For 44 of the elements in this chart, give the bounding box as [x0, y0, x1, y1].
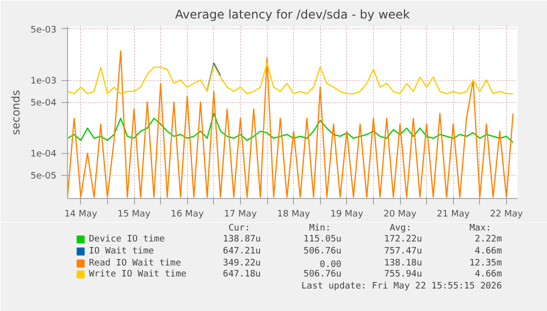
- text: 4.66m: [474, 246, 502, 256]
- text: 115.05u: [304, 234, 342, 244]
- text: 506.76u: [304, 270, 342, 280]
- text: Cur:: [228, 224, 250, 234]
- x-tick-label: 14 May: [64, 210, 98, 220]
- text: 349.22u: [222, 258, 261, 268]
- y-tick-label: 5e-04: [30, 98, 57, 109]
- text: Avg:: [390, 224, 412, 234]
- chart-title: Average latency for /dev/sda - by week: [175, 8, 410, 22]
- text: 647.18u: [222, 270, 261, 280]
- text: 172.22u: [384, 234, 422, 244]
- x-tick-label: 22 May: [490, 210, 524, 220]
- legend-label: Device IO time: [88, 234, 165, 244]
- x-tick-label: 20 May: [384, 210, 418, 220]
- x-tick-label: 18 May: [277, 210, 311, 220]
- text: 12.35m: [469, 258, 502, 268]
- legend-label: Read IO Wait time: [88, 258, 182, 268]
- x-tick-label: 19 May: [330, 210, 364, 220]
- text: 647.21u: [222, 246, 261, 256]
- y-tick-label: 5e-05: [30, 172, 57, 182]
- text: 755.94u: [384, 270, 422, 280]
- legend-label: Write IO Wait time: [88, 270, 186, 280]
- y-tick-label: 1e-04: [30, 150, 57, 160]
- line-series: [68, 112, 514, 144]
- text: 138.87u: [222, 234, 261, 244]
- text: Min:: [309, 224, 331, 234]
- legend-label: IO Wait time: [88, 246, 154, 256]
- text: 506.76u: [304, 246, 342, 256]
- y-tick-label: 1e-03: [30, 76, 57, 87]
- y-tick-label: 5e-03: [30, 25, 57, 36]
- line-series: [68, 62, 514, 94]
- line-series: [68, 50, 514, 198]
- text: 0.00: [320, 260, 342, 270]
- text: Last update: Fri May 22 15:55:15 2026: [301, 282, 502, 292]
- text: Max:: [470, 224, 492, 234]
- text: 2.22m: [474, 234, 502, 244]
- x-tick-label: 15 May: [118, 210, 152, 220]
- text: 757.47u: [384, 246, 422, 256]
- text: 138.18u: [384, 258, 422, 268]
- text: 4.66m: [474, 270, 502, 280]
- x-tick-label: 16 May: [170, 210, 204, 220]
- x-tick-label: 17 May: [224, 210, 258, 220]
- y-axis-title: seconds: [10, 90, 23, 135]
- x-tick-label: 21 May: [436, 210, 470, 220]
